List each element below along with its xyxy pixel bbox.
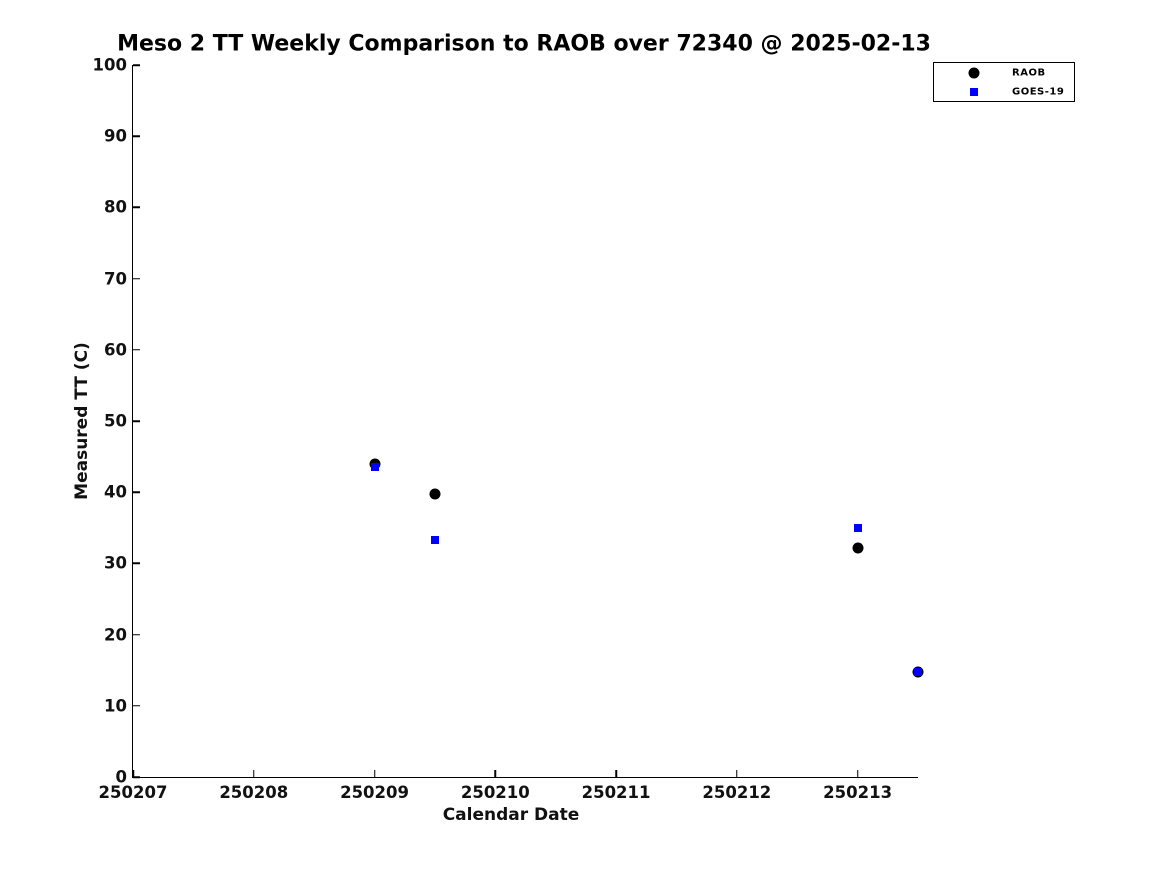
y-tick-label: 40 (104, 482, 127, 502)
y-tick-label: 60 (104, 340, 127, 360)
legend-entry-raob: RAOB (934, 63, 1074, 82)
y-tick (133, 420, 140, 422)
x-tick-label: 250207 (98, 783, 168, 802)
y-tick (133, 277, 140, 280)
y-tick-label: 0 (115, 767, 127, 787)
data-point-goes-19 (914, 667, 922, 676)
legend-marker-square (970, 87, 978, 96)
x-tick (615, 770, 617, 777)
chart-title: Meso 2 TT Weekly Comparison to RAOB over… (117, 31, 931, 57)
data-point-goes-19 (370, 462, 379, 471)
x-tick-label: 250211 (581, 783, 651, 802)
y-tick (133, 633, 140, 636)
x-tick-label: 250212 (702, 783, 772, 802)
legend-label-goes-19: GOES-19 (1012, 86, 1065, 97)
y-tick (133, 206, 140, 209)
x-tick (736, 770, 738, 777)
y-tick (133, 562, 140, 565)
x-tick (132, 770, 134, 777)
legend-entry-goes-19: GOES-19 (934, 82, 1074, 101)
x-tick-label: 250208 (219, 783, 289, 802)
x-tick (373, 770, 376, 777)
data-point-goes-19 (430, 535, 439, 544)
y-axis-label: Measured TT (C) (72, 342, 92, 500)
legend-box: RAOB GOES-19 (933, 62, 1075, 102)
data-point-raob (852, 542, 864, 554)
y-tick (133, 776, 140, 778)
y-tick (133, 491, 140, 493)
plot-area: 0 10 20 30 40 50 60 70 80 90 100 250207 250208 250209… (93, 56, 924, 802)
x-tick (856, 770, 859, 777)
y-tick (133, 349, 140, 351)
y-tick (133, 705, 140, 707)
y-tick (133, 135, 140, 137)
x-tick (253, 770, 255, 777)
x-tick (494, 770, 497, 777)
x-axis-label: Calendar Date (442, 805, 580, 825)
x-tick-label: 250210 (460, 783, 530, 802)
y-tick (133, 64, 140, 66)
y-tick-label: 50 (104, 411, 127, 431)
y-tick-label: 70 (104, 269, 127, 289)
y-tick-label: 20 (104, 625, 127, 645)
y-tick-label: 80 (104, 197, 127, 217)
data-point-raob (429, 488, 441, 500)
y-tick-label: 100 (92, 55, 127, 75)
y-tick-label: 10 (104, 696, 127, 716)
y-tick-label: 30 (104, 553, 127, 573)
legend-marker-circle (968, 67, 980, 78)
y-tick-label: 90 (104, 126, 127, 146)
x-tick-label: 250209 (340, 783, 409, 802)
data-point-goes-19 (853, 523, 862, 532)
x-tick-label: 250213 (823, 783, 893, 802)
legend-label-raob: RAOB (1012, 67, 1046, 78)
